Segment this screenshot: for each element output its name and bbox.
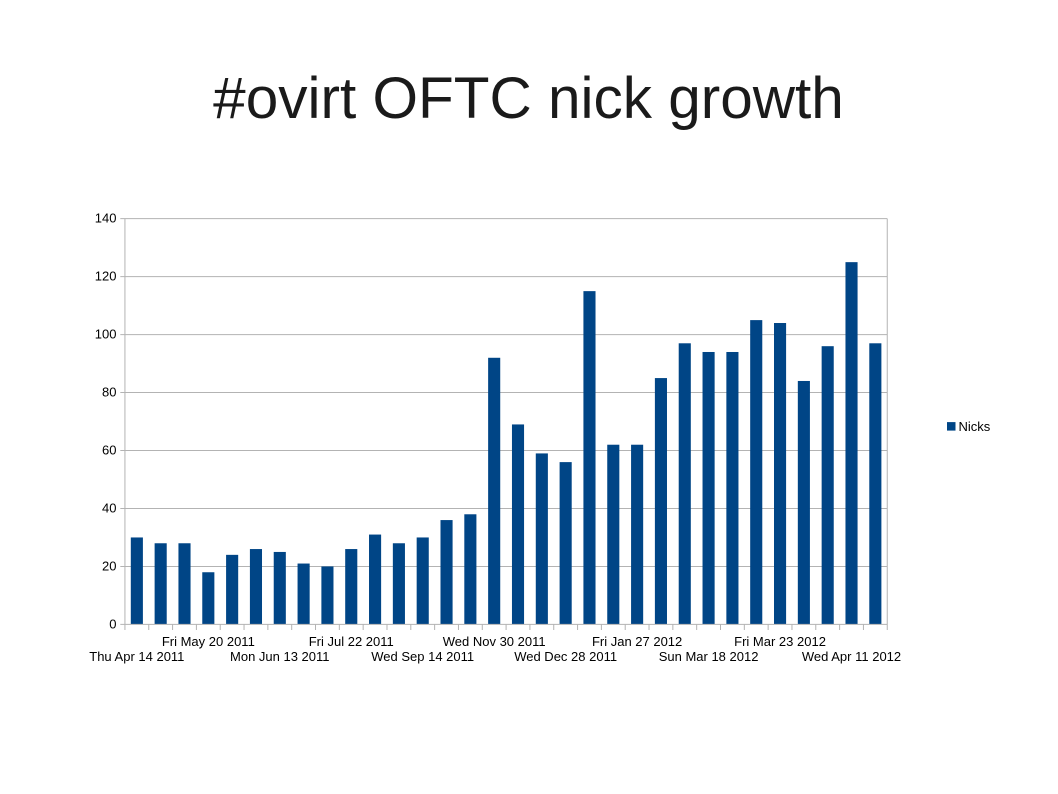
svg-text:140: 140 [95, 211, 117, 226]
svg-text:100: 100 [95, 327, 117, 342]
svg-text:Wed Nov 30 2011: Wed Nov 30 2011 [443, 634, 546, 649]
svg-text:40: 40 [102, 500, 116, 515]
svg-text:Fri Jul 22 2011: Fri Jul 22 2011 [309, 634, 394, 649]
svg-text:Wed Dec 28 2011: Wed Dec 28 2011 [514, 649, 617, 664]
svg-text:80: 80 [102, 384, 116, 399]
svg-text:Thu Apr 14 2011: Thu Apr 14 2011 [89, 649, 184, 664]
svg-text:Fri Jan 27 2012: Fri Jan 27 2012 [592, 634, 682, 649]
svg-text:60: 60 [102, 442, 116, 457]
svg-text:Wed Apr 11 2012: Wed Apr 11 2012 [802, 649, 901, 664]
svg-text:0: 0 [109, 616, 116, 631]
svg-text:Mon Jun 13 2011: Mon Jun 13 2011 [230, 649, 330, 664]
svg-text:20: 20 [102, 558, 116, 573]
svg-text:Fri Mar 23 2012: Fri Mar 23 2012 [734, 634, 826, 649]
svg-text:Nicks: Nicks [959, 419, 991, 434]
svg-text:120: 120 [95, 269, 117, 284]
svg-text:#ovirt OFTC nick growth: #ovirt OFTC nick growth [213, 66, 844, 131]
svg-text:Fri May 20 2011: Fri May 20 2011 [162, 634, 255, 649]
svg-text:Sun Mar 18 2012: Sun Mar 18 2012 [659, 649, 759, 664]
svg-text:Wed Sep 14 2011: Wed Sep 14 2011 [371, 649, 474, 664]
